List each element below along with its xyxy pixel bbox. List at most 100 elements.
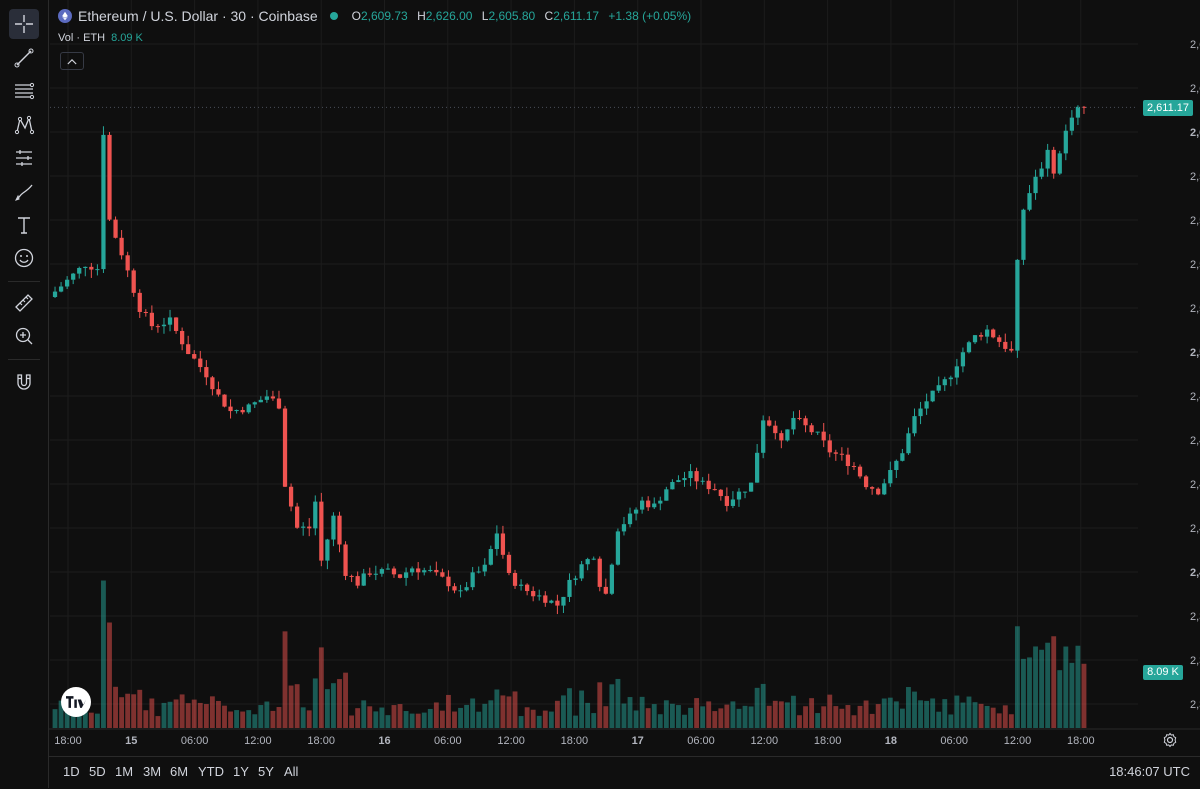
- candle-body: [724, 496, 729, 506]
- candle-body: [228, 406, 233, 412]
- candle-body: [216, 389, 221, 395]
- range-1m[interactable]: 1M: [115, 764, 134, 779]
- volume-bar: [203, 704, 209, 728]
- volume-bar: [585, 702, 591, 728]
- candle-body: [748, 482, 754, 492]
- emoji-icon[interactable]: [9, 243, 39, 273]
- candle-body: [779, 433, 784, 441]
- volume-bar: [173, 699, 179, 728]
- volume-bar: [930, 698, 936, 728]
- volume-bar: [355, 708, 361, 728]
- candle-body: [458, 590, 463, 592]
- range-5y[interactable]: 5Y: [258, 764, 274, 779]
- candle-body: [1075, 106, 1081, 118]
- candle-body: [640, 500, 645, 510]
- symbol-legend: Ethereum / U.S. Dollar · 30 · Coinbase O…: [58, 8, 697, 24]
- magnet-icon[interactable]: [9, 367, 39, 397]
- volume-bar: [881, 698, 887, 728]
- volume-bar: [760, 683, 766, 728]
- volume-bar: [385, 715, 391, 728]
- volume-bar: [391, 705, 397, 728]
- price-chart[interactable]: 2,640.00 2,620.00 2,600.00 2,580.00 2,560.00…: [48, 0, 1200, 788]
- volume-bar: [1057, 670, 1063, 728]
- volume-bar: [252, 714, 258, 728]
- ruler-icon[interactable]: [9, 288, 39, 318]
- settings-icon[interactable]: [1162, 732, 1178, 748]
- trend-line-icon[interactable]: [9, 43, 39, 73]
- volume-bar: [736, 708, 742, 728]
- volume-bars: [52, 580, 1087, 728]
- collapse-legend-button[interactable]: [60, 52, 84, 70]
- volume-bar: [464, 704, 470, 728]
- volume-bar: [446, 694, 451, 728]
- candle-body: [900, 453, 905, 461]
- candle-body: [833, 452, 838, 454]
- range-1y[interactable]: 1Y: [233, 764, 249, 779]
- volume-bar: [748, 706, 754, 728]
- volume-bar: [754, 687, 760, 728]
- candle-body: [621, 524, 627, 532]
- candle-body: [948, 377, 953, 380]
- y-tick-label: 2,440.00: [1190, 479, 1200, 491]
- candle-body: [482, 564, 487, 572]
- candle-body: [276, 398, 282, 409]
- range-1d[interactable]: 1D: [63, 764, 80, 779]
- range-all[interactable]: All: [284, 764, 299, 779]
- candle-body: [506, 554, 512, 573]
- candle-body: [531, 591, 536, 597]
- x-axis[interactable]: 18:00 15 06:00 12:00 18:00 16 06:00 12:00 18:00 1…: [54, 0, 1095, 747]
- volume-bar: [772, 700, 778, 728]
- pattern-icon[interactable]: [9, 110, 39, 140]
- candle-body: [180, 330, 185, 345]
- y-axis[interactable]: 2,640.00 2,620.00 2,600.00 2,580.00 2,560.00…: [50, 39, 1200, 711]
- candle-body: [549, 600, 554, 603]
- volume-bar: [954, 695, 960, 728]
- text-icon[interactable]: [9, 210, 39, 240]
- candle-body: [361, 573, 366, 586]
- volume-bar: [936, 711, 942, 728]
- volume-bar: [58, 700, 64, 728]
- forecast-icon[interactable]: [9, 143, 39, 173]
- volume-bar: [591, 713, 597, 728]
- candle-body: [1039, 168, 1044, 177]
- zoom-in-icon[interactable]: [9, 321, 39, 351]
- candle-body: [325, 539, 330, 561]
- range-5d[interactable]: 5D: [89, 764, 106, 779]
- volume-bar: [282, 631, 288, 728]
- range-3m[interactable]: 3M: [143, 764, 162, 779]
- fib-retracement-icon[interactable]: [9, 76, 39, 106]
- brush-icon[interactable]: [9, 177, 39, 207]
- symbol-title[interactable]: Ethereum / U.S. Dollar · 30 · Coinbase: [78, 8, 318, 24]
- candle-body: [857, 466, 863, 477]
- utc-clock[interactable]: 18:46:07 UTC: [1109, 764, 1190, 779]
- volume-bar: [240, 711, 246, 728]
- candle-body: [246, 404, 251, 413]
- volume-bar: [197, 702, 203, 728]
- volume-bar: [651, 704, 657, 728]
- candle-body: [500, 533, 506, 555]
- candle-body: [258, 399, 263, 403]
- candle-body: [894, 460, 899, 471]
- candle-body: [476, 571, 481, 573]
- ethereum-icon: [58, 9, 72, 23]
- volume-bar: [367, 706, 373, 728]
- y-tick-label: 2,500.00: [1190, 347, 1200, 359]
- candle-body: [730, 499, 736, 506]
- volume-bar: [343, 672, 348, 728]
- crosshair-icon[interactable]: [9, 9, 39, 39]
- range-6m[interactable]: 6M: [170, 764, 189, 779]
- candle-body: [555, 600, 560, 606]
- candle-body: [313, 501, 318, 529]
- volume-bar: [518, 716, 524, 728]
- volume-bar: [246, 710, 252, 728]
- volume-bar: [567, 688, 572, 728]
- volume-bar: [397, 704, 403, 728]
- tradingview-logo[interactable]: [61, 687, 91, 717]
- candle-body: [95, 269, 100, 271]
- range-ytd[interactable]: YTD: [198, 764, 224, 779]
- candle-body: [282, 408, 288, 487]
- volume-bar: [978, 703, 984, 728]
- volume-bar: [70, 708, 76, 728]
- volume-bar: [421, 712, 427, 728]
- volume-bar: [924, 700, 930, 728]
